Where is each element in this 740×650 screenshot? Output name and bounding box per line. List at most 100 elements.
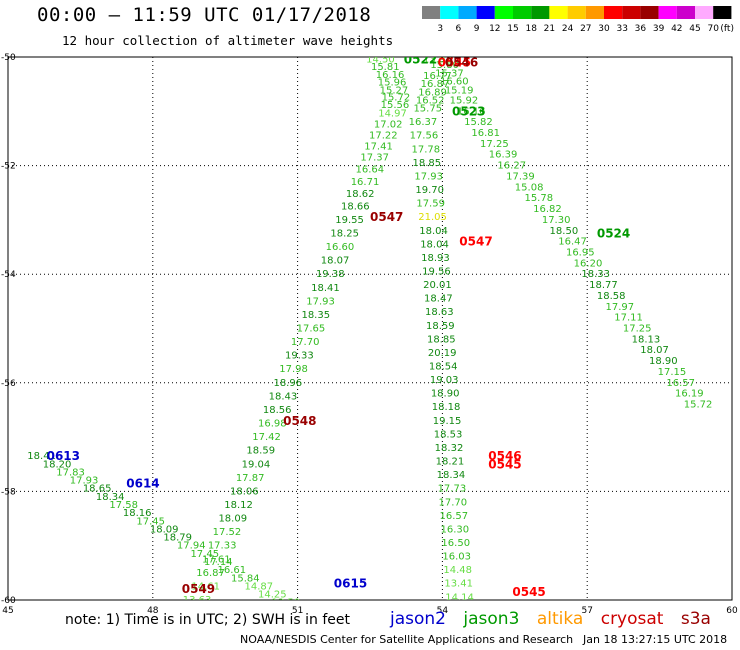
- swh-value: 18.96: [273, 378, 302, 389]
- swh-value: 17.39: [506, 171, 535, 182]
- swh-value: 19.56: [422, 266, 451, 277]
- swh-value: 15.92: [450, 95, 479, 106]
- swh-value: 18.34: [96, 492, 125, 503]
- swh-value: 13.63: [183, 595, 212, 606]
- swh-value: 16.19: [675, 389, 704, 400]
- swh-value: 17.78: [412, 144, 441, 155]
- swh-value: 14.61: [191, 581, 220, 592]
- page-title: 00:00 – 11:59 UTC 01/17/2018: [37, 4, 372, 26]
- colorbar-swatch: [713, 6, 732, 19]
- colorbar-label: 6: [456, 24, 462, 34]
- satellite-s3a: s3a: [680, 609, 711, 629]
- swh-value: 18.65: [83, 484, 112, 495]
- x-tick-label: 51: [292, 606, 303, 616]
- y-tick-label: -60: [1, 596, 16, 606]
- satellite-jason2: jason2: [390, 609, 446, 629]
- swh-value: 18.09: [218, 514, 247, 525]
- swh-value: 19.04: [242, 459, 271, 470]
- swh-value: 16.82: [533, 204, 562, 215]
- swh-value: 17.70: [439, 497, 468, 508]
- swh-value: 16.37: [409, 117, 438, 128]
- colorbar-label: 36: [635, 24, 647, 34]
- colorbar-label: 39: [653, 24, 665, 34]
- swh-value: 18.20: [43, 459, 72, 470]
- swh-value: 18.63: [425, 307, 454, 318]
- swh-value: 18.53: [434, 429, 463, 440]
- swh-value: 16.81: [471, 128, 500, 139]
- swh-value: 19.15: [433, 416, 462, 427]
- colorbar-label: 70: [707, 24, 719, 34]
- swh-value: 15.84: [231, 573, 260, 584]
- swh-value: 16.61: [217, 565, 246, 576]
- colorbar-swatch: [549, 6, 568, 19]
- swh-value: 21.05: [418, 212, 447, 223]
- swh-value: 15.78: [524, 193, 553, 204]
- swh-value: 14.14: [445, 592, 474, 603]
- swh-value: 18.50: [550, 226, 579, 237]
- swh-value: 18.25: [330, 228, 359, 239]
- swh-value: 18.59: [426, 321, 455, 332]
- time-label: 0546: [445, 55, 478, 69]
- swh-value: 17.97: [606, 302, 635, 313]
- colorbar-label: 42: [671, 24, 682, 34]
- swh-value: 17.58: [109, 500, 138, 511]
- colorbar-label: 15: [507, 24, 518, 34]
- swh-value: 18.32: [435, 443, 464, 454]
- swh-value: 18.21: [436, 457, 465, 468]
- time-label: 0547: [370, 210, 403, 224]
- swh-value: 17.11: [614, 313, 643, 324]
- swh-value: 15.96: [378, 78, 407, 89]
- color-legend: 3 6 9 12 15 18 21 24 27 30 33 36 39 42 45 70 (ft): [422, 6, 734, 34]
- swh-value: 17.59: [416, 199, 445, 210]
- colorbar-swatch: [440, 6, 459, 19]
- colorbar-label: 9: [474, 24, 480, 34]
- swh-value: 15.82: [464, 117, 493, 128]
- colorbar-swatch: [422, 6, 441, 19]
- swh-value: 13.41: [444, 579, 473, 590]
- swh-value: 18.58: [597, 291, 626, 302]
- swh-value: 14.97: [378, 108, 407, 119]
- swh-value: 15.08: [515, 182, 544, 193]
- swh-value: 16.27: [497, 161, 526, 172]
- swh-value: 15.75: [413, 104, 442, 115]
- swh-value: 13.50: [272, 598, 301, 609]
- colorbar-label: 24: [562, 24, 574, 34]
- time-label: 0522: [404, 53, 437, 67]
- swh-value: 18.13: [632, 334, 661, 345]
- swh-value: 19.03: [430, 375, 459, 386]
- time-label: 0548: [283, 414, 316, 428]
- colorbar-swatch: [476, 6, 495, 19]
- swh-value: 17.45: [190, 549, 219, 560]
- time-label: 0549: [182, 582, 215, 596]
- swh-value: 16.30: [440, 524, 469, 535]
- colorbar-swatch: [640, 6, 659, 19]
- swh-value: 13.92: [423, 55, 452, 66]
- x-tick-label: 57: [581, 606, 592, 616]
- track-group: 14.5015.8116.1615.9615.2715.7215.5614.97…: [27, 53, 712, 609]
- x-tick-label: 48: [147, 606, 159, 616]
- swh-value: 17.25: [623, 324, 652, 335]
- plot-frame: [7, 56, 733, 601]
- satellite-altika: altika: [536, 609, 584, 629]
- swh-value: 17.93: [414, 171, 443, 182]
- swh-value: 18.04: [420, 239, 449, 250]
- swh-value: 17.45: [136, 516, 165, 527]
- swh-value: 18.34: [437, 470, 466, 481]
- swh-value: 18.09: [150, 524, 179, 535]
- time-label: 0545: [512, 585, 545, 599]
- swh-value: 19.38: [316, 269, 345, 280]
- swh-value: 18.85: [427, 334, 456, 345]
- swh-value: 16.87: [196, 568, 225, 579]
- swh-value: 17.56: [410, 131, 439, 142]
- satellite-jason3: jason3: [463, 609, 520, 629]
- colorbar-label: 27: [580, 24, 591, 34]
- swh-value: 17.14: [204, 557, 233, 568]
- footer-note: note: 1) Time is in UTC; 2) SWH is in fe…: [65, 612, 351, 628]
- swh-value: 16.52: [416, 95, 445, 106]
- swh-value: 17.42: [252, 432, 281, 443]
- time-label: 0614: [126, 476, 159, 490]
- colorbar-label: 30: [598, 24, 610, 34]
- footer-credit: NOAA/NESDIS Center for Satellite Applica…: [240, 633, 574, 646]
- swh-value: 18.07: [321, 256, 350, 267]
